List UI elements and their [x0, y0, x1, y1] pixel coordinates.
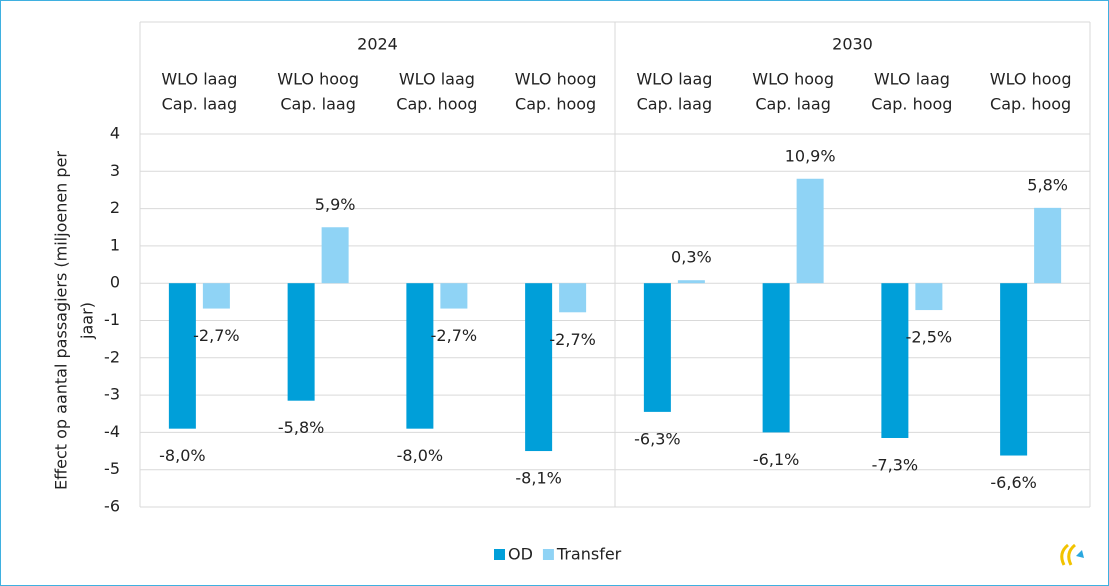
legend-label: Transfer [556, 545, 622, 564]
y-tick-label: -1 [104, 310, 120, 329]
change-label: -7,3% [872, 455, 918, 474]
bar [406, 283, 434, 429]
change-label: -6,6% [990, 473, 1036, 492]
change-label: 0,3% [671, 248, 712, 267]
y-tick-label: 3 [110, 161, 120, 180]
bar [1000, 283, 1028, 456]
change-label: -2,7% [193, 326, 239, 345]
change-label: -8,0% [159, 446, 205, 465]
x-category-label: Cap. laag [280, 95, 356, 114]
y-tick-label: -3 [104, 385, 120, 404]
change-label: -8,1% [515, 469, 561, 488]
x-category-label: WLO laag [636, 70, 712, 89]
x-category-label: WLO laag [874, 70, 950, 89]
y-axis-title-line: Effect op aantal passagiers (miljoenen p… [52, 151, 71, 490]
bar [525, 283, 553, 452]
legend-swatch [494, 549, 505, 560]
x-category-label: WLO laag [399, 70, 475, 89]
x-category-label: WLO laag [161, 70, 237, 89]
y-tick-label: 1 [110, 235, 120, 254]
bar [915, 283, 943, 311]
change-label: -5,8% [278, 418, 324, 437]
bar [643, 283, 671, 412]
x-category-label: Cap. laag [162, 95, 238, 114]
bar [202, 283, 230, 309]
x-category-label: Cap. laag [637, 95, 713, 114]
legend-label: OD [508, 545, 533, 564]
change-label: 10,9% [785, 146, 836, 165]
bar [321, 227, 349, 284]
group-label: 2030 [832, 35, 873, 54]
y-tick-label: 0 [110, 273, 120, 292]
change-label: -2,5% [906, 328, 952, 347]
legend-swatch [542, 549, 554, 560]
x-category-label: WLO hoog [277, 70, 359, 89]
y-tick-label: 2 [110, 198, 120, 217]
change-label: -8,0% [397, 446, 443, 465]
y-tick-label: -2 [104, 347, 120, 366]
y-tick-label: -5 [104, 459, 120, 478]
y-axis-title-line: jaar) [78, 302, 97, 340]
x-category-label: Cap. hoog [871, 95, 952, 114]
change-label: -6,1% [753, 450, 799, 469]
y-axis-title: Effect op aantal passagiers (miljoenen p… [52, 151, 97, 490]
x-category-label: WLO hoog [752, 70, 834, 89]
x-category-label: Cap. hoog [396, 95, 477, 114]
x-category-label: WLO hoog [990, 70, 1072, 89]
change-label: -2,7% [549, 330, 595, 349]
group-label: 2024 [357, 35, 398, 54]
bar [796, 178, 824, 284]
bar [440, 283, 468, 309]
bar [881, 283, 909, 438]
bar [168, 283, 196, 429]
change-label: 5,8% [1027, 175, 1068, 194]
change-label: 5,9% [315, 195, 356, 214]
bar [677, 280, 705, 284]
bar [287, 283, 315, 401]
x-category-label: Cap. hoog [990, 95, 1071, 114]
x-category-label: WLO hoog [515, 70, 597, 89]
y-tick-label: -6 [104, 497, 120, 516]
x-category-label: Cap. laag [755, 95, 831, 114]
y-tick-label: -4 [104, 422, 120, 441]
change-label: -6,3% [634, 429, 680, 448]
change-label: -2,7% [431, 326, 477, 345]
x-category-label: Cap. hoog [515, 95, 596, 114]
bar [1034, 207, 1062, 284]
y-tick-label: 4 [110, 124, 120, 143]
bar [762, 283, 790, 433]
logo [1060, 543, 1084, 566]
bar [559, 283, 587, 313]
